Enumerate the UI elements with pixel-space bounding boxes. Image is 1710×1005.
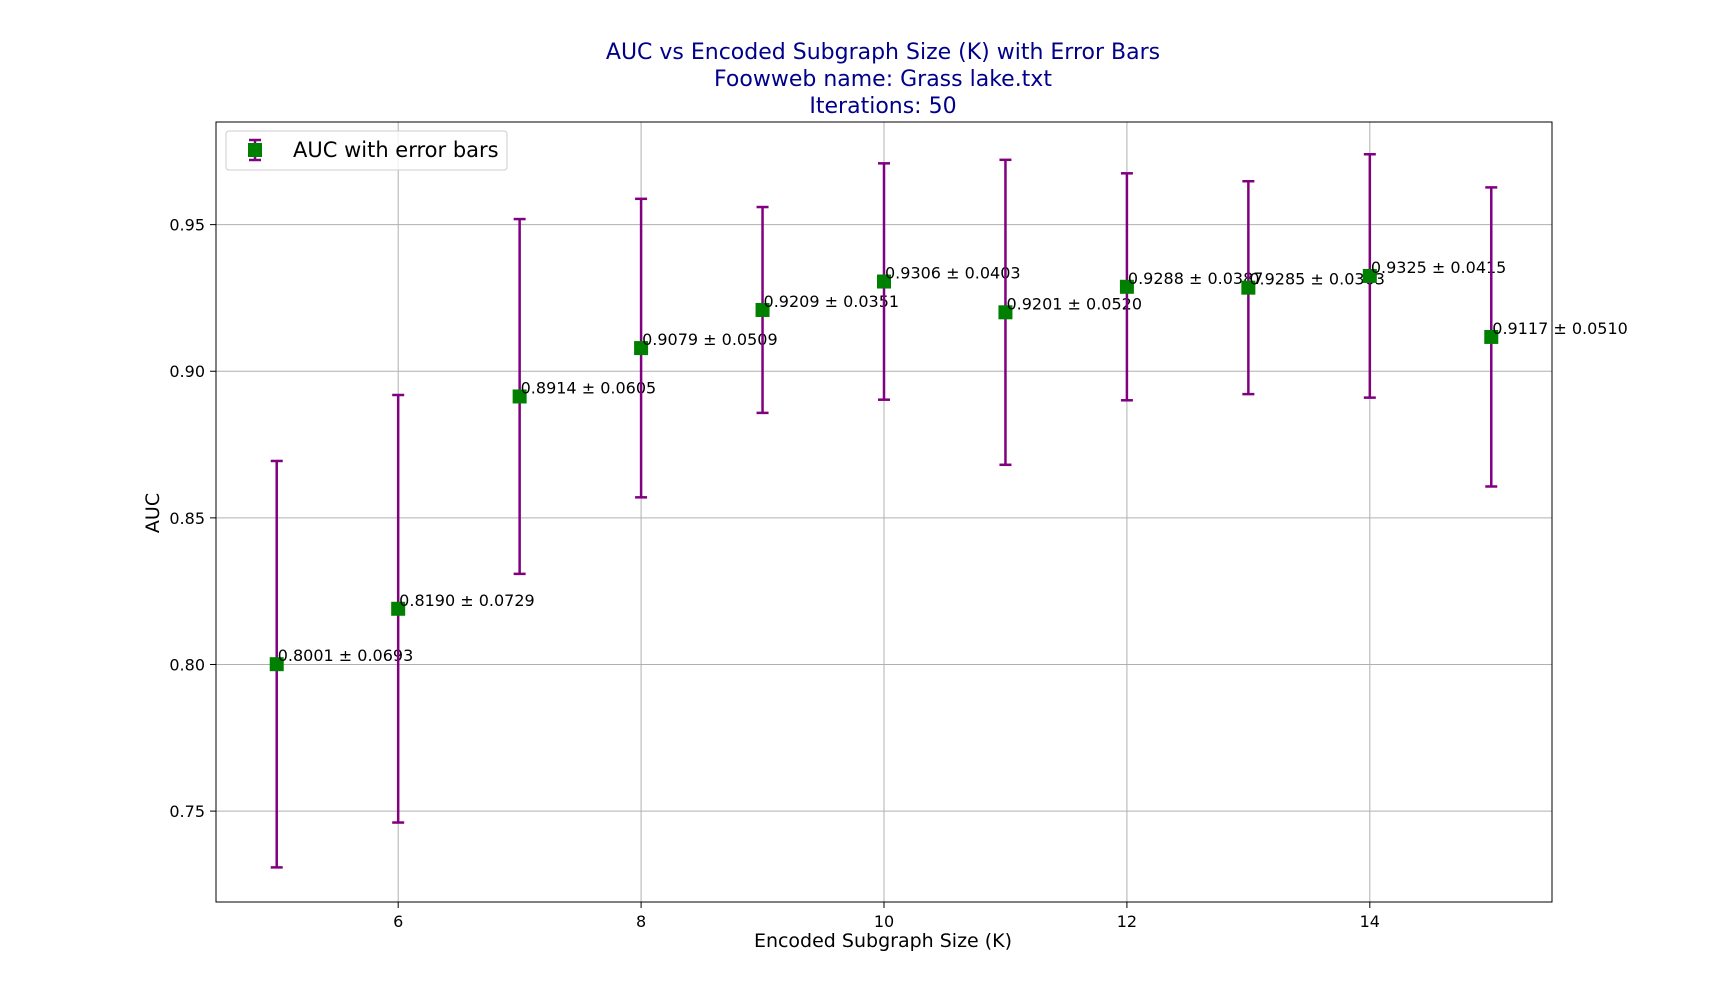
data-point-label: 0.8190 ± 0.0729 — [399, 591, 535, 610]
data-point-marker — [1362, 268, 1377, 283]
data-point-label: 0.9325 ± 0.0415 — [1371, 258, 1507, 277]
x-tick-label: 6 — [393, 912, 403, 931]
data-point-marker — [877, 274, 891, 289]
plot-frame — [215, 121, 1553, 903]
y-tick-label: 0.95 — [169, 216, 205, 235]
chart-title-line-1: AUC vs Encoded Subgraph Size (K) with Er… — [606, 40, 1160, 65]
data-point-label: 0.9288 ± 0.0387 — [1128, 269, 1264, 288]
data-point-marker — [1241, 280, 1256, 295]
y-tick-label: 0.75 — [169, 802, 205, 821]
legend-box — [225, 130, 508, 171]
y-tick-label: 0.90 — [169, 362, 205, 381]
data-point-marker — [998, 305, 1013, 320]
legend-marker-icon — [248, 143, 262, 157]
x-tick-label: 12 — [1117, 912, 1137, 931]
legend: AUC with error bars — [225, 130, 508, 171]
y-axis-label: AUC — [142, 493, 164, 533]
x-tick-label: 14 — [1360, 912, 1380, 931]
text-layer: AUC vs Encoded Subgraph Size (K) with Er… — [142, 40, 1160, 952]
data-point-marker — [1119, 279, 1134, 294]
x-tick-label: 8 — [636, 912, 646, 931]
data-point-marker — [1484, 329, 1499, 344]
data-point-marker — [512, 389, 527, 404]
data-point-label: 0.9209 ± 0.0351 — [764, 292, 900, 311]
data-point-label: 0.9117 ± 0.0510 — [1492, 319, 1628, 338]
y-tick-label: 0.80 — [169, 655, 205, 674]
data-point-marker — [269, 657, 284, 672]
chart-title-line-3: Iterations: 50 — [809, 94, 956, 119]
data-point-marker — [634, 341, 649, 356]
legend-label: AUC with error bars — [293, 138, 499, 162]
data-point-label: 0.8001 ± 0.0693 — [278, 646, 414, 665]
data-point-label: 0.9306 ± 0.0403 — [885, 264, 1021, 283]
x-axis-label: Encoded Subgraph Size (K) — [754, 930, 1012, 952]
series-layer: 0.8001 ± 0.0693 0.8190 ± 0.0729 0.8914 ± 0… — [269, 153, 1628, 869]
axes-layer: 6 8 10 12 14 0.75 0.80 0.85 0.90 0.95 — [169, 121, 1553, 931]
data-point-label: 0.9079 ± 0.0509 — [642, 330, 778, 349]
data-point-label: 0.9285 ± 0.0363 — [1249, 270, 1385, 289]
data-point-marker — [391, 601, 406, 616]
data-point-label: 0.9201 ± 0.0520 — [1006, 294, 1142, 313]
y-tick-label: 0.85 — [169, 509, 205, 528]
x-tick-label: 10 — [874, 912, 894, 931]
chart-title-line-2: Foowweb name: Grass lake.txt — [714, 67, 1052, 92]
data-point-marker — [755, 302, 770, 317]
data-point-label: 0.8914 ± 0.0605 — [521, 378, 657, 397]
